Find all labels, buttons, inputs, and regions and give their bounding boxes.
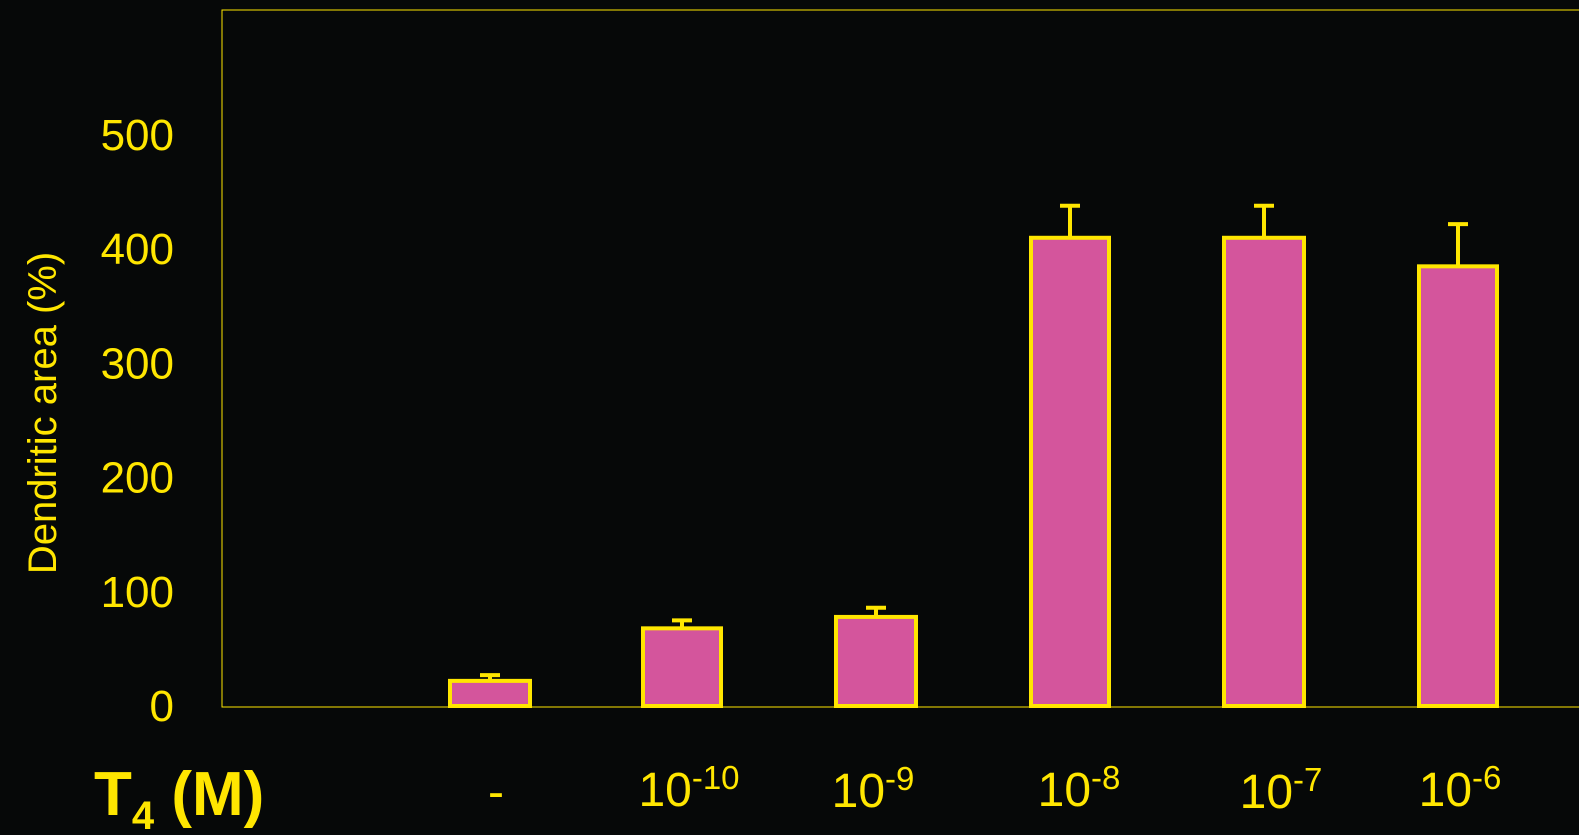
y-tick-label: 500 [101, 111, 174, 160]
x-tick-label: 10-8 [1038, 759, 1121, 817]
x-axis-title-main: T [94, 760, 132, 829]
y-tick-labels: 0 100 200 300 400 500 [101, 111, 174, 731]
x-tick-labels: - 10-10 10-9 10-8 10-7 10-6 [488, 759, 1501, 819]
error-bar [866, 605, 886, 617]
bars [448, 235, 1499, 709]
bar [641, 626, 723, 708]
plot-frame [221, 9, 1579, 708]
x-axis-title-rest: (M) [154, 760, 264, 829]
y-axis-label: Dendritic area (%) [21, 252, 65, 574]
bar [448, 678, 532, 708]
error-bar [480, 673, 500, 681]
bar [1029, 235, 1111, 708]
x-tick-label: 10-6 [1419, 759, 1502, 817]
x-tick-label: 10-7 [1240, 761, 1323, 819]
y-tick-label: 400 [101, 225, 174, 274]
y-tick-label: 300 [101, 339, 174, 388]
x-tick-label: - [488, 766, 504, 819]
x-tick-label: 10-10 [638, 759, 739, 817]
y-tick-label: 0 [150, 682, 174, 731]
bar [1417, 264, 1499, 708]
y-tick-label: 200 [101, 454, 174, 503]
error-bars [480, 203, 1468, 681]
x-tick-label: 10-9 [832, 760, 915, 818]
y-tick-label: 100 [101, 568, 174, 617]
error-bar [1060, 203, 1080, 238]
x-axis-title: T4 (M) [94, 760, 264, 835]
bar [1222, 235, 1306, 708]
error-bar [1448, 222, 1468, 267]
error-bar [1254, 203, 1274, 238]
error-bar [672, 618, 692, 629]
x-axis-title-subscript: 4 [132, 794, 155, 835]
bar [834, 614, 918, 709]
